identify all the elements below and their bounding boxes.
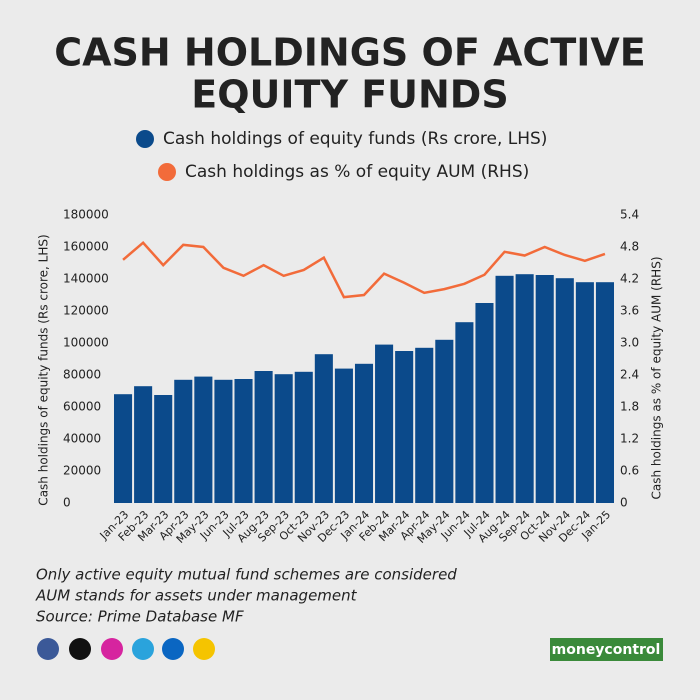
- y2-tick-label: 3.6: [620, 304, 639, 318]
- y-tick-label: 100000: [63, 336, 109, 350]
- y2-tick-label: 3.0: [620, 336, 639, 350]
- brand-logo: [550, 638, 663, 661]
- bar: [134, 386, 153, 503]
- y-axis-label: Cash holdings of equity funds (Rs crore,…: [37, 234, 51, 505]
- bar: [354, 363, 374, 503]
- bar: [194, 376, 213, 503]
- legend-marker: [158, 163, 176, 181]
- bar: [214, 379, 233, 503]
- line: [122, 240, 606, 299]
- chart-title: EQUITY FUNDS: [191, 73, 508, 117]
- bar: [575, 282, 594, 503]
- note: Source: Prime Database MF: [36, 608, 244, 626]
- y-tick-label: 0: [63, 496, 71, 510]
- y-tick-label: 180000: [63, 208, 109, 222]
- y-tick-label: 60000: [63, 400, 101, 414]
- bar: [314, 354, 333, 503]
- y2-tick-label: 1.8: [620, 400, 639, 414]
- y-tick-label: 40000: [63, 432, 101, 446]
- y-tick-label: 140000: [63, 272, 109, 286]
- bar: [114, 394, 133, 503]
- bar: [535, 275, 554, 503]
- telegram-icon[interactable]: [132, 638, 154, 660]
- y2-tick-label: 1.2: [620, 432, 639, 446]
- legend: Cash holdings of equity funds (Rs crore,…: [136, 129, 547, 182]
- legend-marker: [136, 130, 154, 148]
- facebook-icon[interactable]: [37, 638, 59, 660]
- bar: [595, 282, 614, 503]
- y2-tick-label: 0: [620, 496, 628, 510]
- bar: [254, 371, 273, 503]
- y-tick-label: 120000: [63, 304, 109, 318]
- legend-label: Cash holdings as % of equity AUM (RHS): [185, 162, 529, 182]
- bar: [415, 347, 434, 503]
- koo-icon[interactable]: [193, 638, 215, 660]
- bar: [555, 278, 574, 503]
- y2-tick-label: 2.4: [620, 368, 639, 382]
- bar: [495, 275, 514, 503]
- bar: [154, 395, 173, 503]
- social-icons: [37, 638, 215, 660]
- chart-title: CASH HOLDINGS OF ACTIVE: [54, 31, 646, 75]
- bar: [475, 303, 494, 503]
- y2-tick-label: 5.4: [620, 208, 639, 222]
- bar: [375, 344, 394, 503]
- note: Only active equity mutual fund schemes a…: [36, 566, 457, 584]
- y2-axis-label: Cash holdings as % of equity AUM (RHS): [650, 256, 664, 499]
- bar: [435, 339, 454, 503]
- y2-tick-label: 0.6: [620, 464, 639, 478]
- bar: [395, 351, 414, 503]
- bar: [455, 322, 474, 503]
- brand-name: moneycontrol: [552, 642, 661, 658]
- x-icon[interactable]: [69, 638, 91, 660]
- bar: [334, 368, 353, 503]
- y-tick-label: 80000: [63, 368, 101, 382]
- note: AUM stands for assets under management: [35, 587, 358, 605]
- bar: [515, 274, 534, 503]
- linkedin-icon[interactable]: [162, 638, 184, 660]
- y-tick-label: 160000: [63, 240, 109, 254]
- y2-tick-label: 4.8: [620, 240, 639, 254]
- y-tick-label: 20000: [63, 464, 101, 478]
- bar: [234, 379, 253, 503]
- y2-tick-label: 4.2: [620, 272, 639, 286]
- bar: [274, 374, 293, 503]
- bar: [294, 371, 313, 503]
- legend-label: Cash holdings of equity funds (Rs crore,…: [163, 129, 547, 149]
- instagram-icon[interactable]: [101, 638, 123, 660]
- bar: [174, 379, 193, 503]
